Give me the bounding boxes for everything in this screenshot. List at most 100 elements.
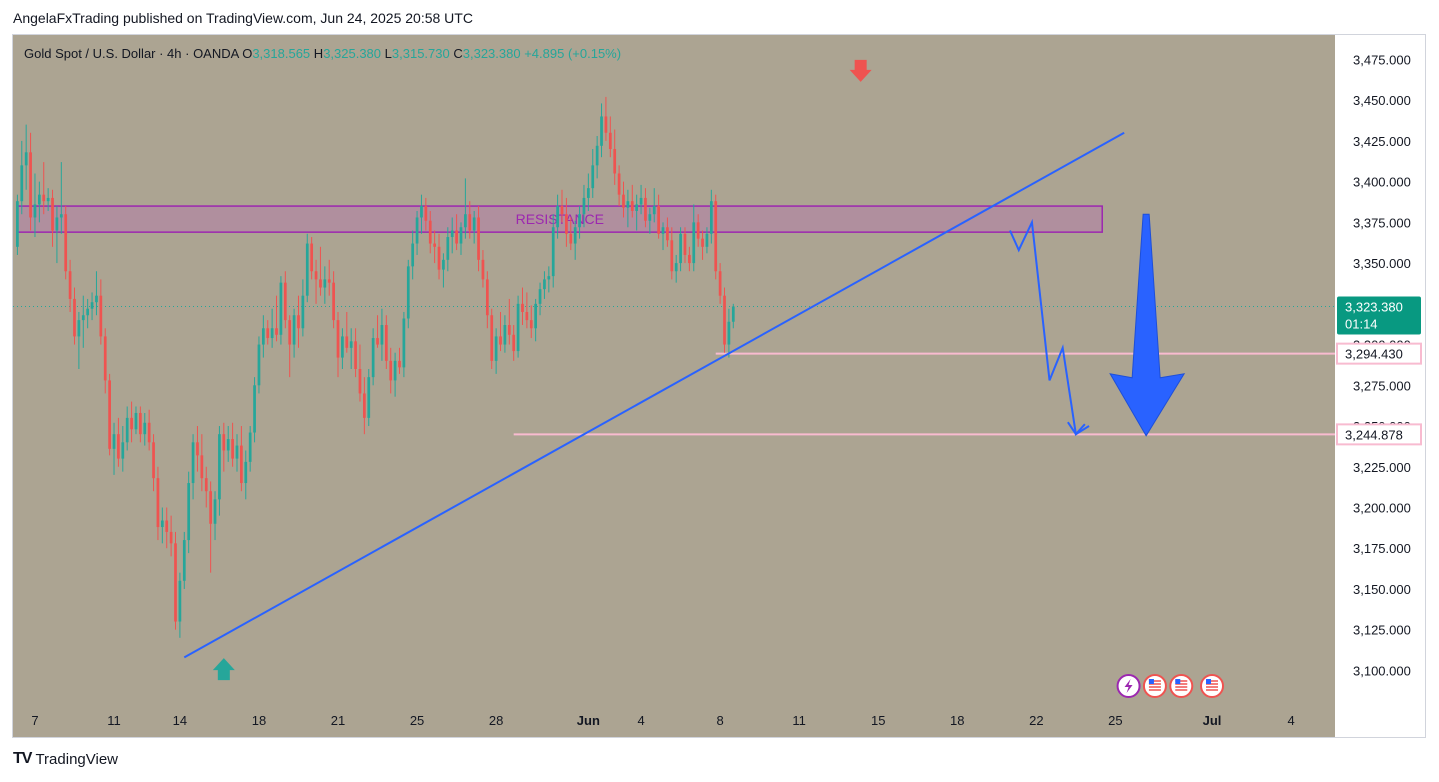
candle-body	[204, 478, 208, 492]
time-axis-tick: 7	[31, 713, 38, 728]
candles-group	[16, 96, 735, 638]
candle-body	[635, 204, 639, 211]
candle-body	[231, 439, 234, 459]
candle-body	[652, 206, 656, 215]
time-axis-tick: 18	[252, 713, 266, 728]
candle-body	[507, 325, 511, 335]
time-axis-tick: Jul	[1203, 713, 1222, 728]
candle-body	[679, 233, 682, 264]
time-axis-tick: 11	[792, 713, 806, 728]
candle-body	[464, 214, 467, 228]
candle-body	[538, 289, 542, 304]
candle-body	[349, 341, 353, 348]
candle-body	[714, 201, 718, 272]
candle-body	[525, 311, 529, 321]
symbol-title: Gold Spot / U.S. Dollar · 4h · OANDA	[24, 46, 239, 61]
price-axis-tick: 3,275.000	[1353, 378, 1411, 393]
price-axis-tick: 3,450.000	[1353, 93, 1411, 108]
low-value: 3,315.730	[391, 46, 450, 61]
candle-body	[556, 206, 559, 228]
price-axis-background	[1335, 35, 1425, 737]
lightning-glyph-icon	[1124, 679, 1133, 693]
candle-body	[257, 344, 261, 386]
candle-body	[578, 214, 581, 228]
time-axis-tick: 22	[1029, 713, 1043, 728]
candle-body	[305, 243, 309, 296]
candle-body	[534, 303, 538, 329]
candle-body	[424, 206, 428, 221]
candle-body	[319, 279, 322, 288]
candle-body	[130, 417, 133, 430]
candle-body	[95, 295, 98, 303]
candle-body	[336, 320, 340, 358]
candle-body	[358, 369, 362, 394]
candle-body	[108, 380, 111, 449]
candle-body	[696, 222, 700, 239]
chart-panel[interactable]: RESISTANCE 3,475.000 3,450.000 3,425.000 3,4…	[12, 34, 1426, 738]
candle-body	[253, 385, 256, 433]
candle-body	[248, 432, 252, 462]
level-price-tag	[1336, 423, 1422, 446]
candle-body	[613, 149, 617, 174]
candle-body	[77, 320, 81, 337]
time-axis-tick: 15	[871, 713, 885, 728]
candle-body	[64, 214, 68, 272]
candle-body	[345, 336, 349, 348]
candle-body	[604, 116, 608, 133]
candle-body	[24, 152, 28, 166]
candle-body	[674, 263, 678, 272]
candle-body	[310, 243, 314, 272]
candle-body	[51, 197, 54, 231]
candle-body	[37, 194, 41, 205]
flag-canton	[1148, 679, 1154, 684]
open-value: 3,318.565	[252, 46, 311, 61]
candle-body	[503, 325, 507, 345]
tradingview-mark-icon: TV	[13, 750, 32, 767]
low-up-arrow-icon	[212, 658, 235, 681]
candle-body	[569, 233, 573, 244]
tradingview-logo[interactable]: TV TradingView	[13, 750, 118, 768]
candle-body	[81, 315, 85, 321]
candle-body	[723, 295, 726, 345]
candle-body	[222, 434, 226, 451]
candle-body	[617, 173, 621, 195]
time-axis-tick: Jun	[577, 713, 600, 728]
candle-body	[701, 238, 704, 247]
candle-body	[521, 303, 524, 312]
candle-body	[450, 230, 454, 238]
candle-body	[608, 132, 612, 150]
candle-body	[275, 328, 278, 335]
candle-body	[160, 520, 164, 528]
high-value: 3,325.380	[323, 46, 382, 61]
symbol-legend: Gold Spot / U.S. Dollar · 4h · OANDA O3,…	[24, 46, 621, 61]
current-price-tag-value: 3,323.380	[1345, 299, 1403, 314]
price-axis-tick: 3,150.000	[1353, 582, 1411, 597]
candle-body	[42, 194, 46, 202]
close-label: C	[453, 46, 463, 61]
candle-body	[323, 279, 327, 288]
candle-body	[174, 543, 177, 622]
level-price-tag-label: 3,244.878	[1345, 427, 1403, 442]
high-label: H	[313, 46, 324, 61]
candle-body	[156, 478, 160, 528]
candle-body	[117, 434, 120, 459]
candle-body	[718, 271, 722, 296]
candle-body	[446, 237, 450, 260]
candle-body	[389, 360, 393, 381]
candle-body	[112, 434, 116, 449]
time-axis-tick: 4	[637, 713, 644, 728]
candle-body	[727, 321, 731, 345]
candle-body	[494, 336, 498, 361]
candle-body	[288, 320, 292, 345]
candle-body	[406, 266, 410, 319]
candle-body	[573, 227, 577, 244]
candlestick-chart[interactable]: RESISTANCE 3,475.000 3,450.000 3,425.000 3,4…	[13, 35, 1426, 738]
candle-body	[178, 580, 182, 622]
candle-body	[547, 276, 551, 280]
candle-body	[86, 308, 90, 316]
price-axis-tick: 3,400.000	[1353, 175, 1411, 190]
candle-body	[591, 165, 595, 189]
time-axis-tick: 14	[173, 713, 187, 728]
candle-body	[688, 254, 691, 264]
candle-body	[152, 442, 155, 479]
